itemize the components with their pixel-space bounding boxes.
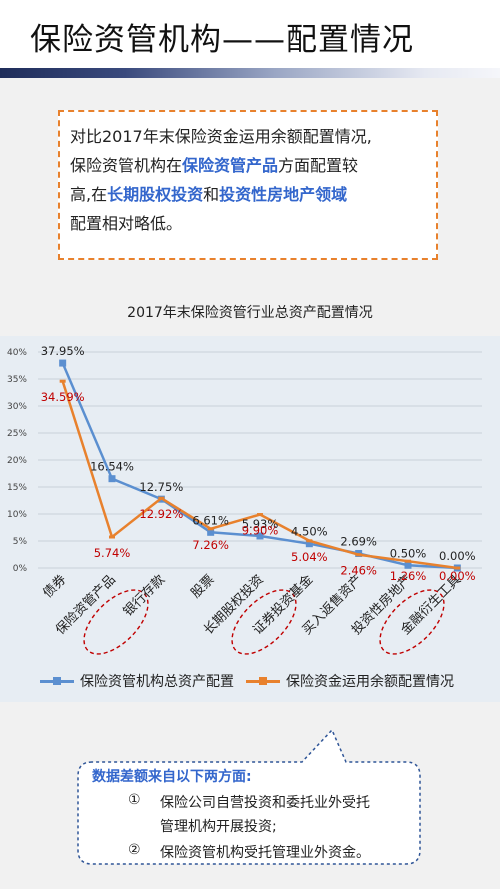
highlight-investment-property: 投资性房地产领域	[219, 185, 348, 204]
header: 保险资管机构——配置情况	[0, 0, 500, 76]
summary-text: 对比2017年末保险资金运用余额配置情况, 保险资管机构在保险资管产品方面配置较…	[70, 122, 426, 238]
note-item-1-line-1: 保险公司自营投资和委托业外受托	[160, 795, 370, 811]
legend-square-marker-icon	[259, 677, 267, 685]
highlight-long-term-equity: 长期股权投资	[107, 185, 204, 204]
summary-box: 对比2017年末保险资金运用余额配置情况, 保险资管机构在保险资管产品方面配置较…	[58, 110, 438, 260]
note-bubble	[74, 722, 424, 872]
note-title: 数据差额来自以下两方面:	[92, 769, 252, 785]
title-underline-bar	[0, 68, 500, 78]
page-title: 保险资管机构——配置情况	[30, 22, 414, 58]
note-item-2-text: 保险资管机构受托管理业外资金。	[160, 845, 370, 861]
legend-label-series-1: 保险资管机构总资产配置	[80, 674, 234, 690]
highlight-asset-mgmt-products: 保险资管产品	[182, 156, 279, 175]
summary-line-2: 保险资管机构在保险资管产品方面配置较	[70, 151, 426, 180]
legend-label-series-2: 保险资金运用余额配置情况	[286, 674, 454, 690]
chart-title: 2017年末保险资管行业总资产配置情况	[127, 305, 373, 321]
summary-text-span: 高,在	[70, 185, 108, 204]
summary-text-span: 方面配置较	[278, 156, 359, 175]
note-item-1-number: ①	[128, 792, 141, 808]
chart-area	[0, 336, 500, 702]
summary-line-3: 高,在长期股权投资和投资性房地产领域	[70, 180, 426, 209]
note-item-1-line-2: 管理机构开展投资;	[160, 819, 277, 835]
chart-legend: 保险资管机构总资产配置 保险资金运用余额配置情况	[0, 671, 500, 691]
note-item-2-number: ②	[128, 842, 141, 858]
summary-text-span: 和	[203, 185, 220, 204]
summary-text-span: 保险资管机构在	[70, 156, 183, 175]
summary-line-1: 对比2017年末保险资金运用余额配置情况,	[70, 127, 372, 146]
legend-square-marker-icon	[53, 677, 61, 685]
summary-line-4: 配置相对略低。	[70, 214, 183, 233]
note-bubble-outline	[77, 728, 421, 865]
